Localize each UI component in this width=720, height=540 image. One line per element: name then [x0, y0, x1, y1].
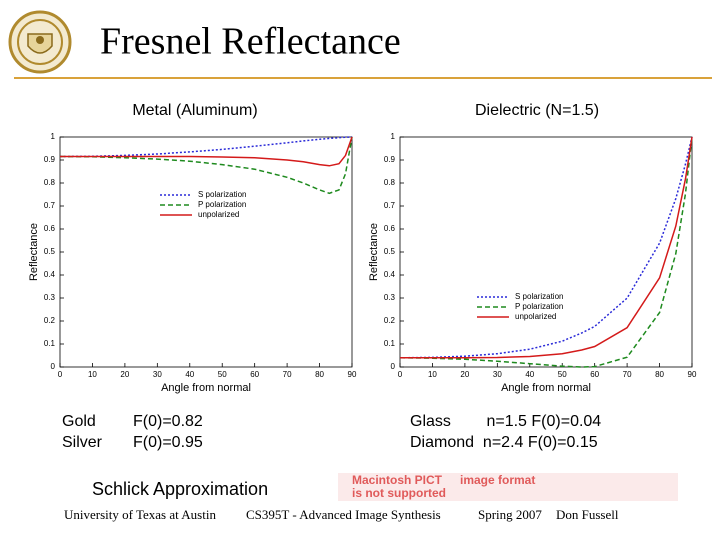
series-line [399, 136, 693, 368]
x-tick-label: 0 [398, 370, 403, 379]
broken-image-text: image format [460, 473, 535, 487]
metal-f0: F(0)=0.95 [133, 434, 203, 451]
x-tick-label: 20 [120, 370, 129, 379]
y-tick-label: 0.9 [384, 155, 396, 164]
y-tick-label: 0.4 [384, 270, 396, 279]
series-line [400, 136, 693, 359]
x-axis-label: Angle from normal [501, 382, 591, 394]
y-tick-label: 1 [51, 132, 56, 141]
broken-image-text: is not supported [352, 486, 446, 500]
legend-label: P polarization [198, 200, 246, 209]
chart-title: Dielectric (N=1.5) [475, 102, 599, 119]
x-axis-label: Angle from normal [161, 382, 251, 394]
metal-name: Gold [62, 413, 96, 430]
series-line [59, 136, 353, 195]
x-tick-label: 10 [428, 370, 437, 379]
x-tick-label: 90 [348, 370, 357, 379]
series-line [399, 136, 693, 359]
x-tick-label: 0 [58, 370, 63, 379]
y-tick-label: 0.8 [44, 178, 56, 187]
broken-image-box [338, 473, 678, 501]
x-tick-label: 30 [153, 370, 162, 379]
chart: Dielectric (N=1.5) 0 0.1 0.2 0.3 0.4 0.5 0.6 0.7… [368, 102, 697, 394]
y-tick-label: 1 [391, 132, 396, 141]
dielectric-info: Diamond n=2.4 F(0)=0.15 [410, 434, 598, 451]
y-tick-label: 0.8 [384, 178, 396, 187]
footer-text: University of Texas at Austin [64, 507, 216, 522]
chart-title: Metal (Aluminum) [132, 102, 257, 119]
y-tick-label: 0 [391, 362, 396, 371]
x-tick-label: 10 [88, 370, 97, 379]
x-tick-label: 20 [460, 370, 469, 379]
footer-text: Don Fussell [556, 507, 619, 522]
slide-title: Fresnel Reflectance [100, 21, 401, 63]
broken-image: Macintosh PICT image format is not suppo… [338, 473, 678, 501]
y-tick-label: 0.3 [44, 293, 56, 302]
y-tick-label: 0.1 [384, 339, 396, 348]
legend-label: P polarization [515, 302, 563, 311]
y-tick-label: 0.3 [384, 293, 396, 302]
x-tick-label: 50 [218, 370, 227, 379]
y-axis-label: Reflectance [368, 223, 380, 281]
y-tick-label: 0.5 [44, 247, 56, 256]
y-tick-label: 0.2 [384, 316, 396, 325]
y-tick-label: 0.4 [44, 270, 56, 279]
x-tick-label: 30 [493, 370, 502, 379]
legend-label: unpolarized [515, 312, 556, 321]
metal-f0: F(0)=0.82 [133, 413, 203, 430]
y-tick-label: 0.9 [44, 155, 56, 164]
y-tick-label: 0 [51, 362, 56, 371]
legend-label: unpolarized [198, 210, 239, 219]
x-tick-label: 90 [688, 370, 697, 379]
logo [8, 10, 72, 74]
y-tick-label: 0.1 [44, 339, 56, 348]
y-axis-label: Reflectance [28, 223, 40, 281]
x-tick-label: 40 [525, 370, 534, 379]
x-tick-label: 60 [590, 370, 599, 379]
x-tick-label: 60 [250, 370, 259, 379]
y-tick-label: 0.7 [44, 201, 56, 210]
y-tick-label: 0.5 [384, 247, 396, 256]
chart: Metal (Aluminum) 0 0.1 0.2 0.3 0.4 0.5 0.6 0.7 0.… [28, 102, 357, 394]
y-tick-label: 0.7 [384, 201, 396, 210]
y-tick-label: 0.6 [44, 224, 56, 233]
x-tick-label: 40 [185, 370, 194, 379]
x-tick-label: 50 [558, 370, 567, 379]
footer-text: Spring 2007 [478, 507, 542, 522]
dielectric-info: Glass n=1.5 F(0)=0.04 [410, 413, 601, 430]
x-tick-label: 70 [623, 370, 632, 379]
footer-text: CS395T - Advanced Image Synthesis [246, 507, 441, 522]
x-tick-label: 70 [283, 370, 292, 379]
metal-name: Silver [62, 434, 103, 451]
series-line [60, 136, 353, 167]
y-tick-label: 0.2 [44, 316, 56, 325]
x-tick-label: 80 [315, 370, 324, 379]
legend-label: S polarization [198, 190, 246, 199]
y-tick-label: 0.6 [384, 224, 396, 233]
x-tick-label: 80 [655, 370, 664, 379]
legend-label: S polarization [515, 292, 563, 301]
approximation-heading: Schlick Approximation [92, 479, 268, 499]
broken-image-text: Macintosh PICT [352, 473, 443, 487]
